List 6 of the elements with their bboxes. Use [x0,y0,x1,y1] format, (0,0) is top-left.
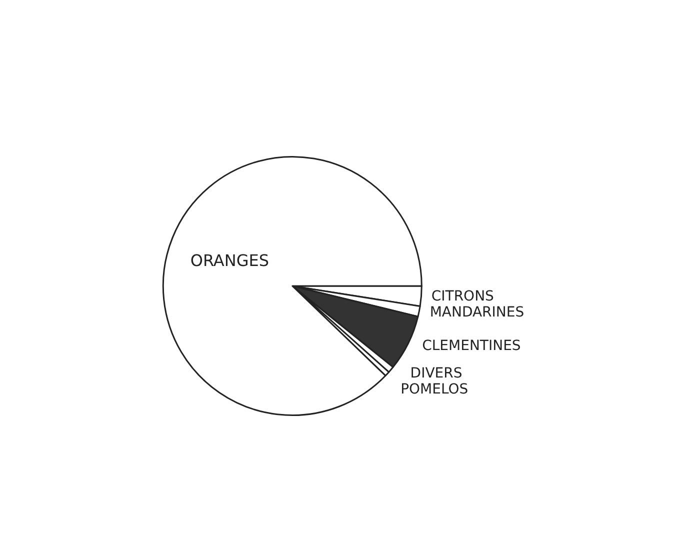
slice-label: ORANGES [190,251,269,270]
slice-label: MANDARINES [430,304,524,321]
slice-label: POMELOS [400,382,468,398]
slice-label: DIVERS [410,366,462,382]
slice-label: CLEMENTINES [422,338,521,354]
slice-label: CITRONS [431,288,494,305]
